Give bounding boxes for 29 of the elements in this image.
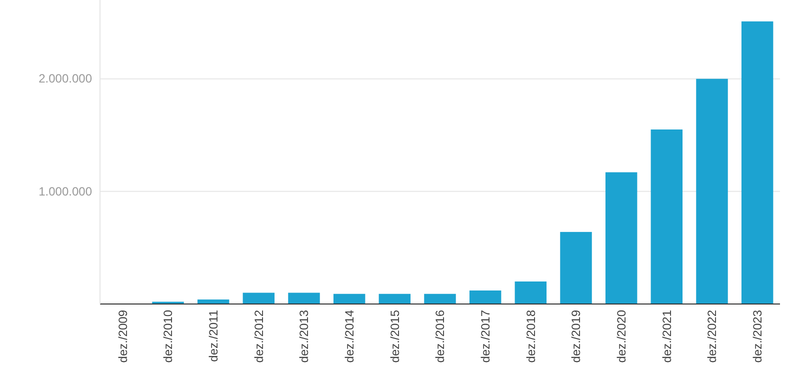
bar [741, 21, 774, 304]
bar [469, 290, 502, 304]
x-tick-label: dez./2015 [388, 310, 402, 363]
bar [560, 232, 592, 304]
x-tick-label: dez./2011 [206, 310, 221, 362]
x-tick-label: dez./2012 [252, 310, 266, 363]
x-tick-label: dez./2023 [750, 310, 765, 363]
x-tick-label: dez./2018 [524, 310, 538, 363]
bar [242, 292, 275, 304]
x-tick-label: dez./2022 [705, 310, 720, 363]
x-tick-label: dez./2020 [614, 310, 629, 363]
x-tick-label: dez./2009 [116, 310, 130, 363]
bar [288, 292, 320, 304]
bar [605, 172, 638, 304]
y-tick-label: 2.000.000 [38, 72, 92, 86]
x-tick-label: dez./2017 [478, 310, 493, 363]
bar [696, 78, 728, 304]
bar [424, 294, 456, 304]
x-tick-label: dez./2021 [660, 310, 674, 363]
x-tick-label: dez./2019 [569, 310, 584, 363]
x-tick-label: dez./2016 [433, 310, 448, 363]
bar [650, 129, 683, 304]
bar [333, 294, 366, 304]
x-tick-label: dez./2010 [161, 310, 176, 363]
bar [514, 281, 547, 304]
x-tick-label: dez./2014 [342, 310, 357, 363]
bar [378, 294, 411, 304]
x-tick-label: dez./2013 [297, 310, 312, 363]
y-tick-label: 1.000.000 [38, 184, 92, 198]
